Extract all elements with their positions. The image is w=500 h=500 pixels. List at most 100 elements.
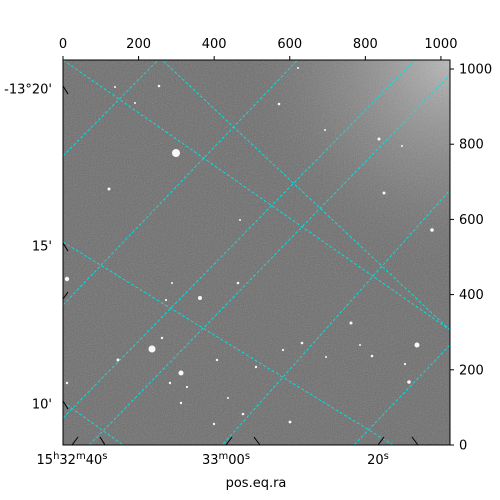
ra-value-part: 00 bbox=[228, 453, 245, 468]
x-tick-label: 400 bbox=[202, 37, 227, 52]
x-axis-label: pos.eq.ra bbox=[226, 476, 287, 491]
grid-line bbox=[353, 344, 450, 445]
star bbox=[254, 365, 258, 369]
star bbox=[215, 358, 219, 362]
stars-layer bbox=[64, 67, 434, 426]
star bbox=[172, 149, 180, 157]
plot-frame bbox=[62, 59, 451, 446]
star bbox=[370, 354, 374, 358]
y-tick-label: 200 bbox=[459, 363, 484, 378]
star bbox=[116, 358, 120, 362]
ra-value-part: 40 bbox=[86, 453, 103, 468]
ra-unit-superscript: s bbox=[384, 451, 389, 462]
ra-tick-label: 33m00s bbox=[202, 451, 250, 468]
dec-tick-mark bbox=[62, 291, 69, 300]
grid-line bbox=[63, 60, 450, 331]
ra-value-part: 33 bbox=[202, 453, 219, 468]
x-tick-label: 600 bbox=[277, 37, 302, 52]
grid-line bbox=[63, 60, 159, 157]
coordinate-grid bbox=[63, 60, 450, 445]
ra-tick-mark bbox=[253, 436, 261, 446]
star bbox=[148, 345, 156, 353]
ra-tick-mark bbox=[411, 436, 419, 446]
ra-value-part: 32 bbox=[59, 453, 76, 468]
ra-axis-bottom: 15h32m40s 33m00s 20s bbox=[37, 436, 419, 468]
star bbox=[236, 281, 240, 285]
pixel-x-axis-top: 0 200 400 600 800 1000 bbox=[59, 37, 457, 60]
y-tick-label: 400 bbox=[459, 288, 484, 303]
star bbox=[414, 342, 420, 348]
star bbox=[65, 381, 69, 385]
star bbox=[324, 129, 326, 131]
ra-value-part: 15 bbox=[37, 453, 54, 468]
grid-line bbox=[63, 241, 394, 445]
ra-value-part: 20 bbox=[367, 453, 384, 468]
dec-tick-label: -13°20' bbox=[4, 83, 52, 98]
star bbox=[164, 298, 168, 302]
dec-tick-mark bbox=[62, 400, 69, 410]
dec-tick-mark bbox=[62, 242, 69, 252]
star bbox=[160, 336, 164, 340]
star bbox=[198, 296, 202, 300]
grid-line bbox=[63, 60, 416, 419]
pixel-y-axis-right: 0 200 400 600 800 1000 bbox=[450, 63, 492, 454]
ra-unit-superscript: m bbox=[76, 451, 86, 462]
ra-tick-mark bbox=[71, 436, 79, 446]
star bbox=[401, 145, 403, 147]
star bbox=[64, 276, 70, 282]
star bbox=[239, 219, 241, 221]
dec-tick-label: 15' bbox=[32, 240, 52, 255]
ra-tick-label: 15h32m40s bbox=[37, 451, 108, 468]
grid-line bbox=[221, 189, 450, 445]
y-tick-label: 1000 bbox=[459, 63, 492, 78]
ra-tick-mark bbox=[377, 436, 385, 446]
star bbox=[134, 102, 136, 104]
y-tick-label: 800 bbox=[459, 138, 484, 153]
star bbox=[107, 187, 111, 191]
dec-tick-label: 10' bbox=[32, 398, 52, 413]
star bbox=[349, 321, 353, 325]
x-tick-label: 800 bbox=[353, 37, 378, 52]
star bbox=[212, 422, 216, 426]
star bbox=[297, 67, 299, 69]
grid-line bbox=[88, 74, 450, 445]
ra-tick-mark bbox=[99, 436, 106, 446]
ra-tick-label: 20s bbox=[367, 451, 389, 468]
plot-area bbox=[62, 59, 451, 446]
star bbox=[430, 228, 434, 232]
star bbox=[178, 370, 184, 376]
x-tick-label: 1000 bbox=[424, 37, 457, 52]
star bbox=[185, 385, 189, 389]
dec-tick-mark bbox=[62, 85, 69, 95]
ra-tick-mark bbox=[225, 436, 233, 446]
dec-axis-left: -13°20' 15' 10' bbox=[4, 83, 69, 413]
star bbox=[300, 341, 304, 345]
star bbox=[325, 356, 327, 358]
star bbox=[227, 397, 229, 399]
ra-unit-superscript: h bbox=[53, 451, 59, 462]
star bbox=[179, 401, 183, 405]
y-tick-label: 0 bbox=[459, 439, 467, 454]
star bbox=[407, 380, 411, 384]
sky-image-noise bbox=[63, 60, 450, 445]
star bbox=[359, 344, 361, 346]
star bbox=[382, 191, 386, 195]
star bbox=[114, 86, 116, 88]
ra-unit-superscript: s bbox=[102, 451, 107, 462]
star bbox=[171, 282, 173, 284]
star bbox=[377, 137, 381, 141]
x-tick-label: 0 bbox=[59, 37, 67, 52]
star bbox=[277, 102, 281, 106]
y-tick-label: 600 bbox=[459, 213, 484, 228]
ra-unit-superscript: m bbox=[219, 451, 229, 462]
x-tick-label: 200 bbox=[126, 37, 151, 52]
star bbox=[281, 348, 285, 352]
star bbox=[241, 412, 245, 416]
star bbox=[157, 84, 161, 88]
grid-line bbox=[63, 60, 299, 306]
grid-line bbox=[161, 60, 450, 331]
star bbox=[288, 420, 292, 424]
star bbox=[168, 381, 172, 385]
ra-unit-superscript: s bbox=[245, 451, 250, 462]
